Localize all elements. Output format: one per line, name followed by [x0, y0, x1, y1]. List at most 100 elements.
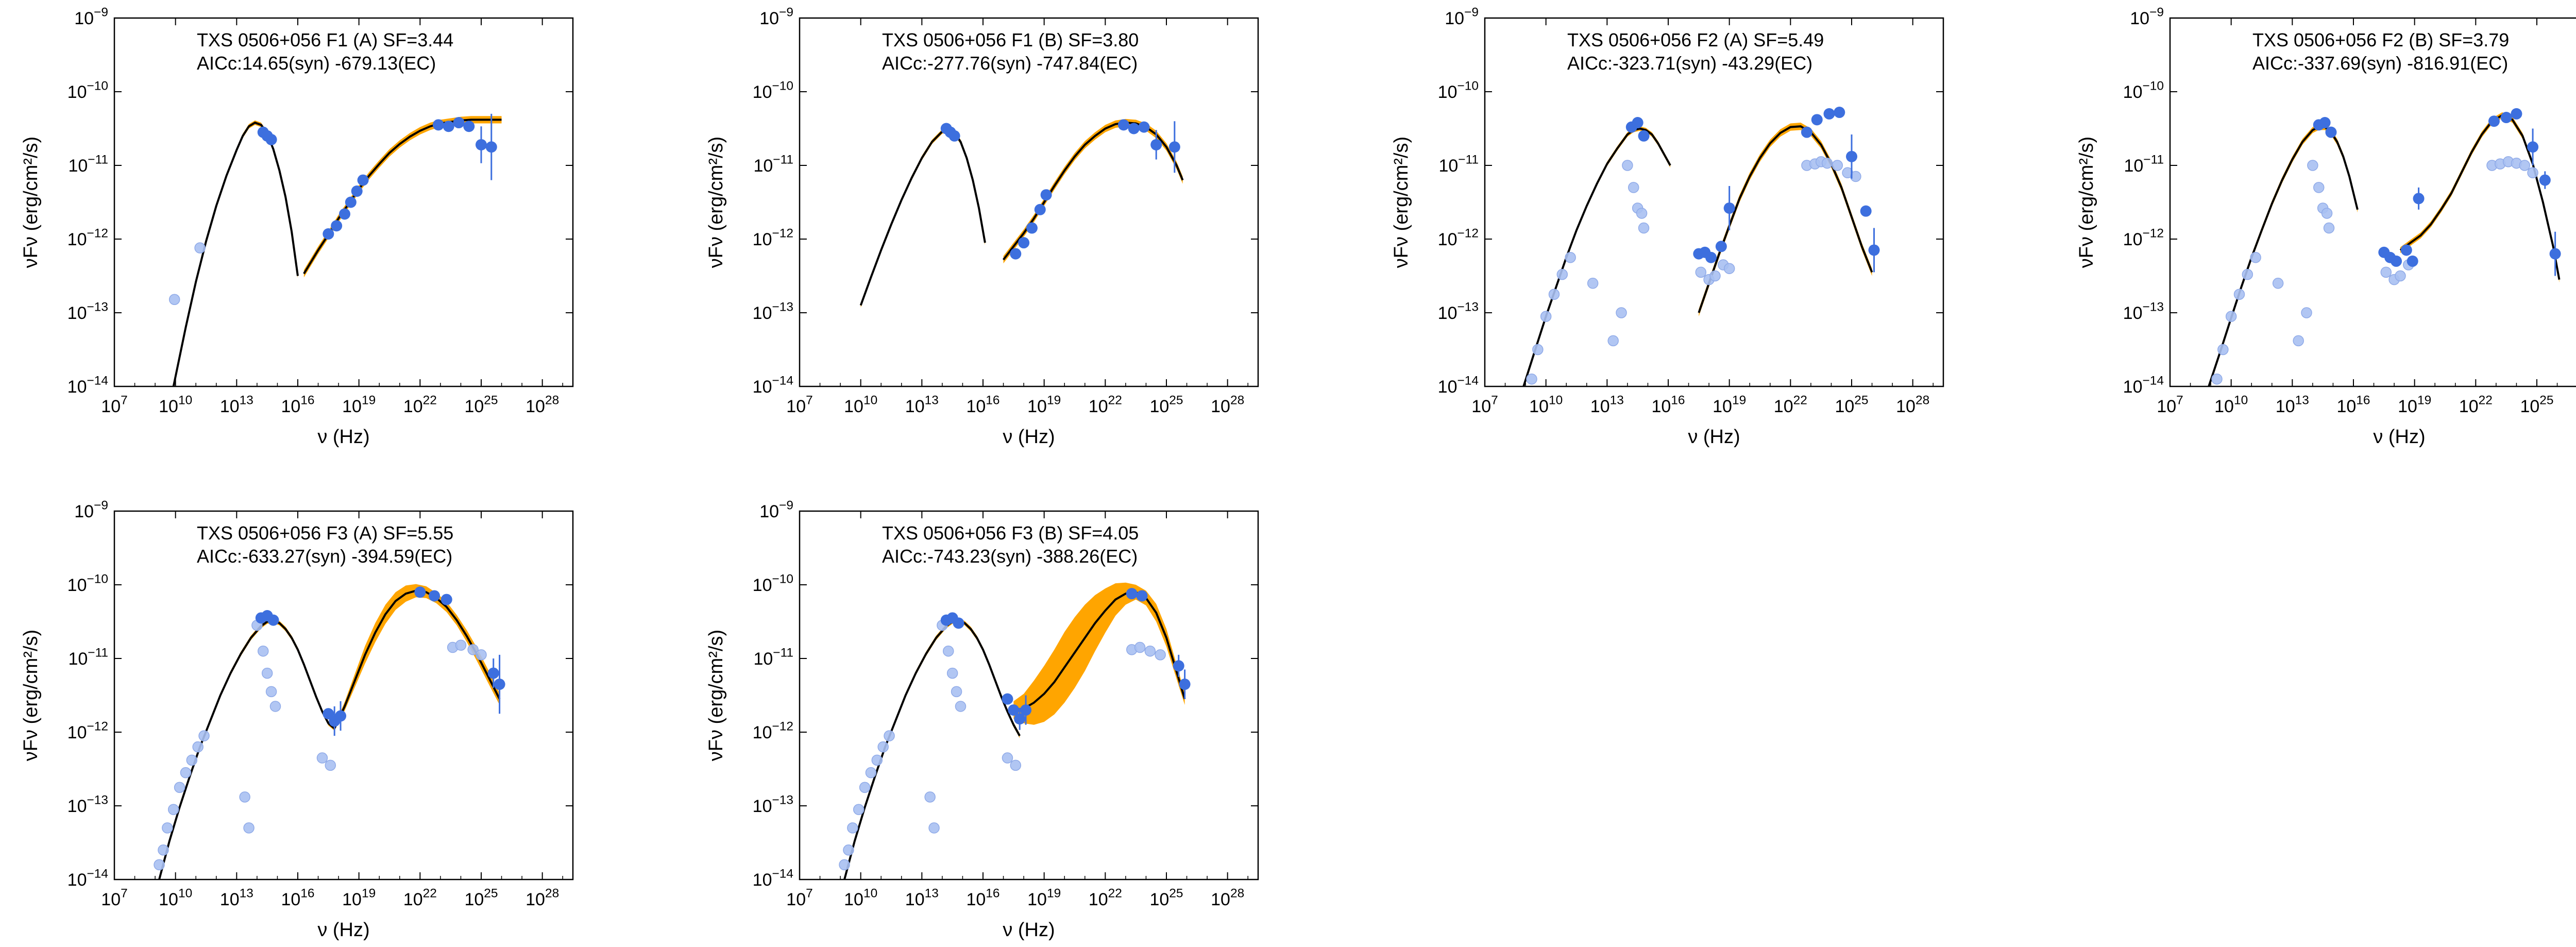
archival-point: [1587, 278, 1599, 289]
data-point: [1723, 202, 1735, 214]
y-tick-label: 10−13: [67, 793, 108, 816]
archival-point: [1638, 222, 1650, 234]
plot-frame: [1484, 17, 1944, 387]
y-tick-label: 10−11: [1438, 153, 1479, 176]
archival-point: [325, 759, 336, 771]
data-point: [2539, 174, 2551, 186]
x-tick-label: 1010: [159, 394, 192, 416]
y-tick-label: 10−9: [74, 6, 108, 28]
plot-frame: [799, 510, 1259, 881]
archival-point: [2301, 307, 2312, 318]
panel-title: TXS 0506+056 F2 (B) SF=3.79: [2252, 29, 2509, 50]
x-tick-label: 107: [786, 887, 812, 909]
archival-point: [1155, 649, 1166, 661]
data-point: [1020, 704, 1032, 716]
panel-subtitle: AICc:14.65(syn) -679.13(EC): [197, 53, 436, 74]
y-tick-label: 10−14: [1438, 374, 1479, 397]
x-tick-label: 1010: [844, 394, 877, 416]
x-tick-label: 1025: [464, 887, 498, 909]
y-tick-label: 10−10: [753, 79, 793, 102]
data-point: [953, 617, 964, 629]
data-point: [443, 121, 454, 132]
data-point: [1002, 693, 1013, 705]
plot-frame: [2169, 17, 2576, 387]
archival-point: [158, 844, 169, 856]
panel-title: TXS 0506+056 F1 (B) SF=3.80: [882, 29, 1139, 50]
data-point: [414, 586, 426, 598]
x-tick-label: 1019: [2398, 394, 2431, 416]
archival-point: [1821, 157, 1833, 169]
data-point: [1126, 588, 1138, 600]
data-point: [1846, 150, 1857, 162]
y-tick-label: 10−14: [753, 867, 793, 890]
data-point: [476, 139, 487, 150]
archival-point: [1832, 160, 1843, 171]
y-tick-label: 10−9: [74, 499, 108, 521]
archival-point: [2323, 222, 2335, 234]
archival-point: [1002, 752, 1013, 764]
archival-point: [924, 791, 936, 803]
plot-frame: [113, 510, 574, 881]
data-point: [485, 141, 497, 153]
model-syn-curve: [158, 620, 335, 880]
y-tick-label: 10−14: [753, 374, 793, 397]
archival-point: [316, 752, 328, 764]
y-tick-label: 10−12: [67, 227, 108, 249]
archival-point: [269, 701, 281, 712]
y-tick-label: 10−11: [68, 153, 108, 176]
y-axis-label: νFν (erg/cm²/s): [2076, 137, 2097, 268]
data-point: [265, 133, 277, 145]
archival-point: [2395, 270, 2406, 282]
y-tick-label: 10−10: [2123, 79, 2164, 102]
model-syn-band: [1523, 126, 1670, 386]
panel-subtitle: AICc:-323.71(syn) -43.29(EC): [1567, 53, 1812, 74]
archival-point: [884, 730, 895, 741]
x-tick-label: 1013: [905, 887, 939, 909]
x-tick-label: 1013: [905, 394, 939, 416]
chart-panel-6: 107 1010 1013 1016 1019 1022 1025 1028 10−14 10−1…: [705, 499, 1259, 941]
data-point: [1811, 114, 1823, 126]
data-point: [2549, 248, 2561, 260]
archival-point: [928, 822, 940, 834]
data-point: [1026, 222, 1038, 234]
y-tick-label: 10−10: [67, 79, 108, 102]
data-point: [2488, 115, 2500, 127]
archival-point: [955, 701, 967, 712]
archival-point: [1628, 182, 1639, 193]
archival-point: [865, 767, 877, 779]
y-tick-label: 10−14: [67, 374, 108, 397]
plot-area: [1522, 107, 1880, 386]
data-point: [1128, 123, 1140, 134]
data-point: [1868, 244, 1880, 256]
archival-point: [2217, 344, 2229, 356]
data-point: [331, 220, 343, 232]
x-tick-label: 1025: [1149, 394, 1183, 416]
data-point: [1136, 590, 1148, 602]
y-axis-label: νFν (erg/cm²/s): [20, 630, 42, 761]
plot-frame: [799, 17, 1259, 387]
archival-point: [1532, 344, 1544, 356]
plot-area: [168, 113, 502, 386]
x-tick-label: 1022: [403, 394, 437, 416]
chart-panel-1: 107 1010 1013 1016 1019 1022 1025 1028 10−14 10−1…: [20, 6, 574, 448]
data-point: [1173, 660, 1184, 672]
archival-point: [951, 686, 962, 698]
archival-point: [843, 844, 854, 856]
data-point: [1860, 205, 1872, 217]
archival-point: [455, 639, 467, 651]
archival-point: [198, 730, 210, 741]
plot-area: [154, 584, 505, 880]
chart-panel-2: 107 1010 1013 1016 1019 1022 1025 1028 10−14 10−1…: [705, 6, 1259, 448]
x-tick-label: 1028: [1896, 394, 1929, 416]
data-point: [323, 228, 334, 240]
x-tick-label: 1019: [1027, 887, 1061, 909]
data-point: [2319, 117, 2331, 129]
data-point: [2325, 126, 2337, 138]
archival-point: [2293, 335, 2304, 347]
panel-subtitle: AICc:-277.76(syn) -747.84(EC): [882, 53, 1138, 74]
archival-point: [265, 686, 277, 698]
panel-subtitle: AICc:-743.23(syn) -388.26(EC): [882, 546, 1138, 567]
archival-point: [1622, 160, 1633, 171]
chart-panel-3: 107 1010 1013 1016 1019 1022 1025 1028 10−14 10−1…: [1391, 6, 1944, 448]
data-point: [453, 117, 465, 129]
